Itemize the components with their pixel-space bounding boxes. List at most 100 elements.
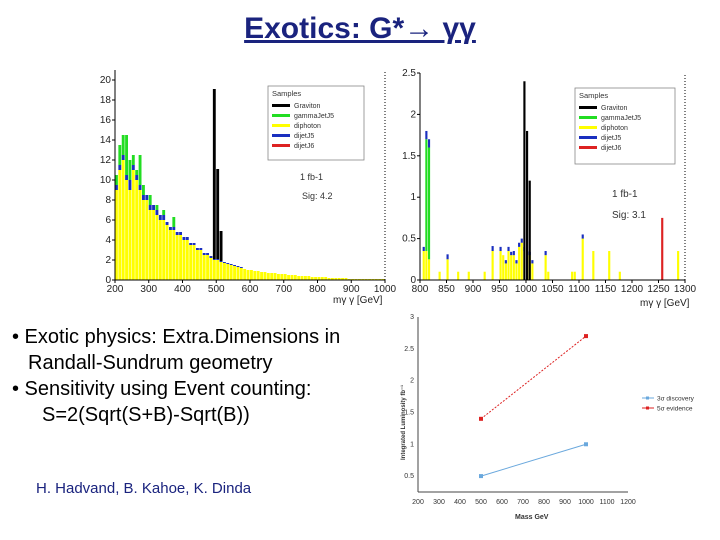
c1-x-tick-label: 600 (242, 284, 259, 295)
c1-bar-diphoton (297, 276, 301, 280)
c2-bar-gammaJetJ5 (427, 147, 431, 260)
c1-bar-diphoton (223, 263, 226, 280)
c1-x-tick-label: 900 (343, 284, 360, 295)
c1-bar-Graviton (219, 231, 223, 261)
c2-bar-diphoton (581, 238, 584, 280)
c2-bar-diphoton (483, 271, 486, 280)
luminosity-plot: 200 300 400 500 600 700 800 900 1000 1100 1200 0.5 1… (400, 314, 695, 521)
c2-bar-dijetJ5 (427, 139, 431, 148)
c1-bar-diphoton (158, 220, 162, 280)
bullet-4: S=2(Sqrt(S+B)-Sqrt(B)) (42, 404, 250, 426)
c1-x-tick-label: 200 (107, 284, 124, 295)
c1-annotation-sig: Sig: 4.2 (302, 191, 333, 201)
c1-bar-dijetJ5 (148, 205, 152, 210)
c2-bar-Graviton (528, 180, 531, 280)
c2-x-tick-label: 1200 (621, 284, 644, 295)
c1-x-tick-label: 1000 (374, 284, 397, 295)
c2-legend-swatch (579, 146, 597, 149)
c2-y-tick-label: 0.5 (402, 234, 416, 245)
c2-bar-diphoton (618, 271, 621, 280)
c1-y-tick-label: 8 (105, 195, 111, 206)
c2-bar-diphoton (446, 259, 449, 280)
histogram-high-mass: 800 850 900 950 1000 1050 1100 1150 1200 1250 1300… (402, 68, 696, 309)
c1-bar-diphoton (125, 180, 128, 280)
c1-bar-diphoton (331, 278, 334, 280)
c2-bar-diphoton (531, 263, 534, 280)
c1-bar-diphoton (310, 277, 314, 280)
c1-bar-diphoton (317, 277, 321, 280)
c1-y-tick-label: 20 (100, 75, 112, 86)
c1-legend-swatch (272, 124, 290, 127)
c1-bar-dijetJ5 (189, 243, 193, 245)
c1-bar-diphoton (344, 278, 348, 280)
c3-y-tick-label: 0.5 (404, 473, 414, 480)
c2-x-tick-label: 1050 (541, 284, 564, 295)
c1-bar-diphoton (283, 274, 287, 280)
c1-bar-diphoton (233, 266, 236, 280)
c1-bar-gammaJetJ5 (138, 155, 142, 185)
c2-bar-diphoton (592, 251, 595, 280)
c1-bar-dijetJ5 (233, 265, 236, 266)
c1-y-tick-label: 12 (100, 155, 112, 166)
c3-y-axis-label: Integrated Luminosity fb⁻¹ (400, 385, 407, 460)
c2-bar-diphoton (677, 251, 680, 280)
c1-bar-diphoton (192, 245, 196, 280)
c1-y-tick-label: 6 (105, 215, 111, 226)
c2-bar-dijetJ5 (544, 251, 547, 256)
c1-legend-swatch (272, 144, 290, 147)
c1-bar-dijetJ5 (199, 248, 203, 250)
c3-legend-label: 5σ evidence (657, 406, 693, 413)
c1-bar-dijetJ5 (206, 253, 209, 255)
slide-title: Exotics: G*→ γγ (244, 12, 476, 45)
c1-bar-diphoton (314, 277, 317, 280)
c2-bar-diphoton (573, 271, 576, 280)
c2-bar-dijetJ5 (515, 260, 518, 264)
c1-bar-diphoton (243, 269, 247, 280)
c3-point (584, 442, 588, 447)
c2-x-tick-label: 950 (491, 284, 508, 295)
c1-y-tick-label: 18 (100, 95, 112, 106)
c1-bar-dijetJ5 (145, 195, 149, 200)
c1-bar-dijetJ5 (219, 261, 223, 262)
c1-bar-diphoton (277, 274, 280, 280)
c3-series-line (480, 443, 587, 477)
c3-series-line (480, 335, 587, 420)
c1-bar-diphoton (165, 225, 169, 280)
c2-legend-swatch (579, 106, 597, 109)
c1-y-tick-label: 0 (105, 275, 111, 286)
c1-bar-dijetJ5 (179, 232, 182, 235)
c1-bar-diphoton (270, 273, 274, 280)
c3-point (479, 416, 483, 421)
bullet-3: • Sensitivity using Event counting: (12, 378, 312, 400)
c2-bar-diphoton (438, 271, 441, 280)
c1-bar-diphoton (334, 278, 338, 280)
c2-bar-dijetJ5 (499, 246, 502, 252)
c1-bar-Graviton (212, 89, 216, 259)
c2-bar-diphoton (499, 251, 502, 280)
c1-bar-diphoton (216, 260, 220, 280)
c1-x-tick-label: 400 (174, 284, 191, 295)
c2-bar-dijetJ5 (422, 246, 425, 252)
c1-bar-dijetJ5 (155, 210, 159, 215)
c1-bar-gammaJetJ5 (115, 175, 118, 185)
c2-bar-diphoton (520, 242, 523, 280)
c1-bar-diphoton (290, 275, 294, 280)
c1-bar-gammaJetJ5 (121, 135, 125, 155)
c2-x-axis-label: mγ γ [GeV] (640, 298, 690, 309)
c1-bar-diphoton (131, 170, 135, 280)
c1-bar-diphoton (246, 270, 250, 280)
c1-bar-dijetJ5 (135, 175, 139, 180)
c2-bar-diphoton (515, 263, 518, 280)
c1-bar-diphoton (175, 235, 179, 280)
c2-x-tick-label: 1250 (647, 284, 670, 295)
c1-bar-dijetJ5 (125, 175, 128, 180)
c3-x-tick-label: 800 (538, 499, 550, 506)
c1-bar-dijetJ5 (152, 205, 155, 210)
c1-bar-dijetJ5 (118, 165, 122, 170)
c1-bar-diphoton (219, 262, 223, 280)
c2-bar-dijetJ5 (531, 260, 534, 264)
c2-y-tick-label: 1 (410, 192, 416, 203)
c2-bar-diphoton (510, 255, 513, 280)
c1-bar-diphoton (155, 215, 159, 280)
c2-bar-diphoton (507, 251, 510, 280)
